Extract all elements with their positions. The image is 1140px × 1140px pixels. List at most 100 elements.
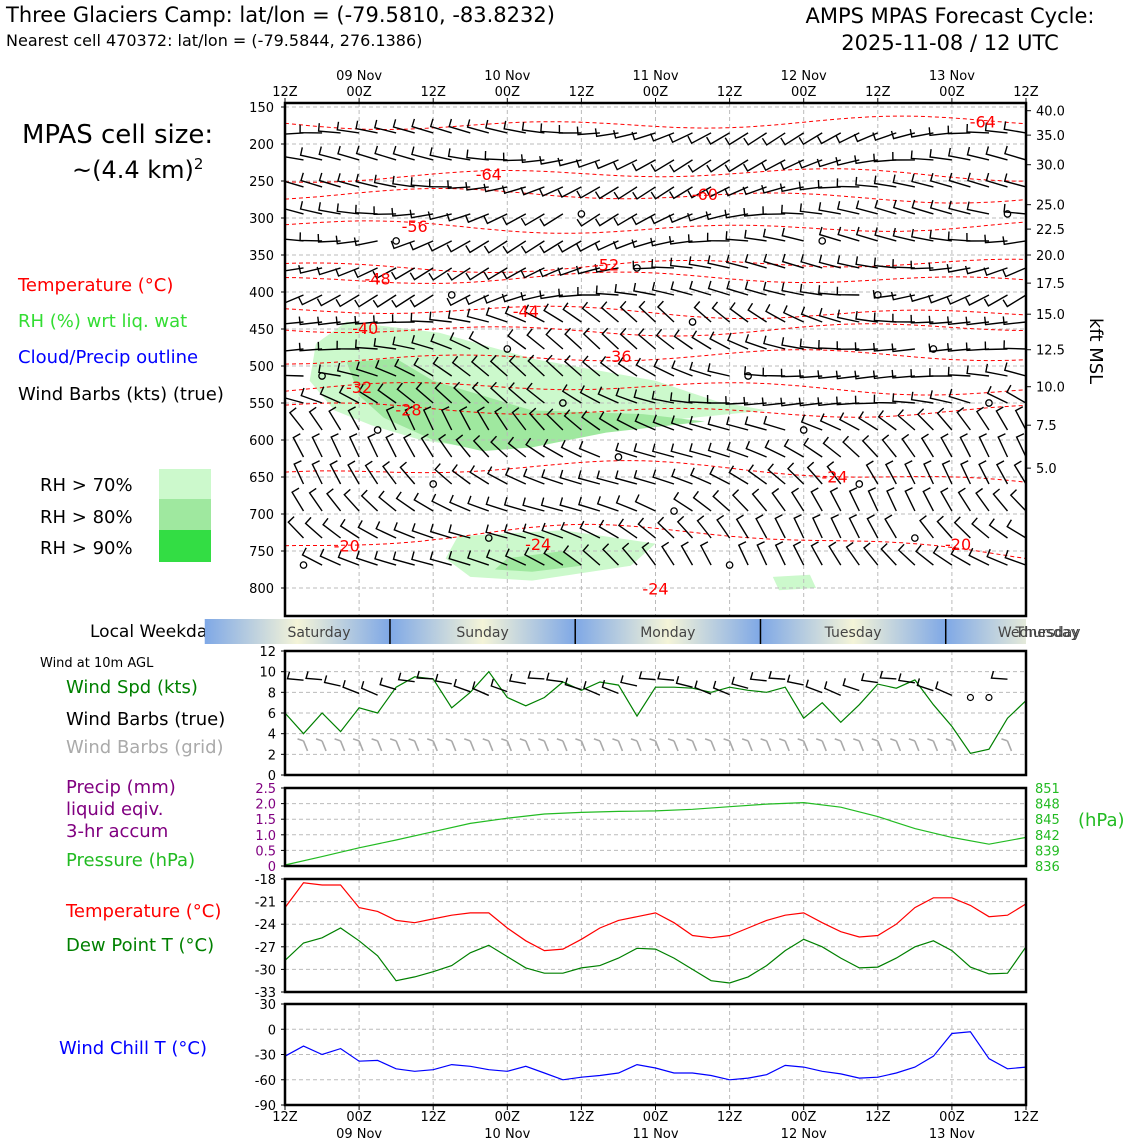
wind-barb — [983, 267, 1008, 276]
wind-barb — [886, 487, 897, 512]
wind-barb — [892, 393, 915, 404]
kft-tick-label: 22.5 — [1036, 223, 1065, 238]
wind-barb — [761, 397, 786, 407]
wind-barb — [483, 183, 508, 193]
wind-barb — [467, 495, 490, 512]
wind-barb — [464, 213, 490, 224]
wind-barb — [919, 515, 934, 539]
wind-barb — [818, 254, 841, 269]
wind-barb — [335, 235, 360, 245]
wind-barb — [539, 240, 564, 254]
wind-barb — [743, 207, 767, 217]
wind-barb — [446, 294, 471, 307]
wind-barb — [468, 330, 490, 350]
wind-barb — [837, 226, 860, 242]
wind-barb — [826, 461, 842, 485]
wind-barb — [699, 541, 712, 566]
precip-accum-label: 3-hr accum — [66, 821, 169, 842]
wind-barb — [707, 442, 730, 458]
wind-barb — [393, 522, 415, 539]
wind-barb-true — [935, 681, 953, 697]
wind-barb-grid — [519, 738, 531, 752]
wind-barb — [781, 282, 804, 296]
wind-barb — [960, 460, 972, 485]
wind-barb — [614, 470, 638, 485]
wind-barb — [995, 460, 1009, 485]
temp-contour — [285, 168, 1026, 183]
wind-barb — [829, 487, 842, 512]
wind-barb-true — [805, 679, 823, 694]
wind-barb — [372, 267, 397, 280]
wind-barb — [447, 180, 471, 190]
top-date-label: 13 Nov — [929, 69, 975, 84]
wind-barb — [892, 227, 916, 242]
wind-barb — [373, 338, 397, 350]
wind-barb — [854, 395, 878, 405]
wind-barb — [392, 119, 415, 134]
temp-contour — [285, 382, 1026, 396]
wind-barb — [354, 294, 378, 308]
wind-barb-grid — [649, 738, 661, 752]
wind-barb — [810, 541, 823, 566]
wind-barb-true — [323, 675, 341, 687]
wind-barb — [485, 307, 508, 323]
wind-barb — [522, 497, 545, 512]
wind-tick-label: 0 — [268, 769, 276, 784]
wind-barb — [1002, 294, 1026, 308]
wind-barb — [582, 327, 601, 350]
pressure-tick-label-right: 842 — [1035, 829, 1060, 844]
wind-barb — [742, 159, 767, 172]
wind-barb — [986, 385, 1008, 404]
wind-barb — [545, 328, 564, 350]
wind-barb — [358, 384, 378, 404]
wind-barb-calm — [373, 426, 382, 434]
wind-barb — [731, 489, 749, 512]
wind-barb — [836, 286, 860, 296]
cell-size-value: ~(4.4 km)2 — [72, 155, 203, 184]
top-hour-label: 12Z — [865, 85, 891, 100]
wind-barb — [558, 288, 582, 298]
wind-barb — [724, 209, 749, 219]
wind-barb — [374, 359, 397, 377]
wind-barb — [483, 240, 508, 254]
wind-barb — [594, 128, 619, 138]
wind-barb — [651, 390, 675, 404]
wind-barb — [947, 231, 971, 242]
temp-tick-label: -33 — [255, 986, 276, 1001]
wind-barb — [348, 433, 360, 458]
wind-barb-grid — [890, 738, 902, 752]
wind-barb — [613, 213, 638, 227]
wind-barb — [410, 177, 434, 188]
top-hour-label: 12Z — [420, 85, 446, 100]
wind-barb — [707, 280, 730, 296]
wind-barb — [705, 132, 730, 145]
wind-barb — [670, 281, 693, 296]
bottom-date-label: 10 Nov — [484, 1127, 530, 1140]
wind-barb — [615, 495, 638, 512]
wind-barb — [354, 315, 378, 325]
wind-barb-grid — [815, 738, 827, 752]
wind-barb — [792, 541, 805, 566]
wind-barb-calm — [1003, 210, 1012, 218]
wind-barb — [761, 159, 786, 172]
wind-barb — [669, 392, 693, 404]
wind-barb — [762, 281, 786, 296]
wind-barb — [762, 367, 786, 377]
wind-barb — [446, 212, 471, 222]
top-hour-label: 00Z — [643, 85, 669, 100]
wind-barb — [929, 200, 953, 215]
wind-barb-true — [379, 677, 397, 691]
kft-tick-label: 10.0 — [1036, 381, 1065, 396]
wind-barb — [543, 303, 564, 323]
top-date-label: 12 Nov — [781, 69, 827, 84]
bottom-date-label: 09 Nov — [336, 1127, 382, 1140]
wind-barb — [484, 150, 508, 161]
wind-barb — [779, 159, 804, 171]
wind-barb — [787, 462, 805, 485]
wind-barb-grid — [723, 738, 735, 752]
wind-barb — [392, 551, 415, 566]
wind-barb — [816, 158, 842, 168]
wind-barb — [502, 240, 527, 254]
pressure-tick-label: 200 — [249, 138, 274, 153]
wind-barb — [657, 516, 675, 539]
